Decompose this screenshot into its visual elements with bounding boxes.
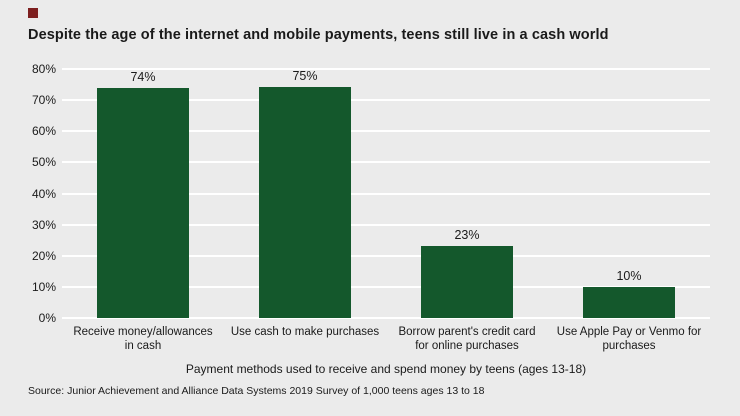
- brand-accent-square: [28, 8, 38, 18]
- bar-value-label: 23%: [454, 228, 480, 243]
- bar: [258, 87, 352, 318]
- y-tick-label: 80%: [31, 62, 56, 76]
- bar-group: 10%: [548, 69, 710, 318]
- bar-group: 23%: [386, 69, 548, 318]
- gridline: [62, 99, 710, 102]
- y-tick-label: 20%: [31, 248, 56, 263]
- gridline: [62, 192, 710, 195]
- bar-value-label: 75%: [292, 69, 318, 83]
- gridline: [62, 68, 710, 70]
- gridline: [62, 254, 710, 257]
- plot-area: 0% 10% 20% 30% 40% 50% 60% 70% 80% 74% 75% 23% 10%: [32, 63, 710, 324]
- bar-group: 74%: [62, 69, 224, 318]
- gridline: [62, 223, 710, 226]
- bar-group: 75%: [224, 69, 386, 318]
- bar-chart: 0% 10% 20% 30% 40% 50% 60% 70% 80% 74% 75% 23% 10% …: [32, 63, 710, 376]
- x-axis-title: Payment methods used to receive and spen…: [185, 362, 587, 376]
- gridlines: [62, 68, 710, 319]
- chart-title: Despite the age of the internet and mobi…: [28, 27, 609, 43]
- category-label: Borrow parent's credit card for online p…: [398, 326, 536, 352]
- y-axis-labels: 0% 10% 20% 30% 40% 50% 60% 70% 80%: [22, 63, 56, 324]
- bars: 74% 75% 23% 10%: [62, 69, 710, 318]
- category-label: Use Apple Pay or Venmo for purchases: [556, 326, 702, 352]
- y-tick-label: 0%: [38, 311, 56, 325]
- gridline: [62, 285, 710, 288]
- gridline: [62, 161, 710, 164]
- y-tick-label: 10%: [31, 279, 56, 294]
- gridline: [62, 317, 710, 319]
- gridline: [62, 130, 710, 133]
- category-label: Receive money/allowances in cash: [73, 326, 213, 352]
- bar-value-label: 74%: [130, 69, 156, 84]
- category-labels: Receive money/allowances in cash Use cash…: [62, 325, 710, 353]
- bar: [420, 246, 514, 318]
- y-tick-label: 50%: [31, 155, 56, 170]
- y-tick-label: 40%: [31, 186, 56, 201]
- bar: [96, 87, 190, 318]
- bar: [582, 286, 676, 318]
- y-tick-label: 70%: [31, 93, 56, 108]
- source-note: Source: Junior Achievement and Alliance …: [28, 385, 485, 397]
- y-tick-label: 30%: [31, 217, 56, 232]
- y-tick-label: 60%: [31, 124, 56, 139]
- category-label: Use cash to make purchases: [230, 326, 380, 338]
- bar-value-label: 10%: [616, 268, 642, 283]
